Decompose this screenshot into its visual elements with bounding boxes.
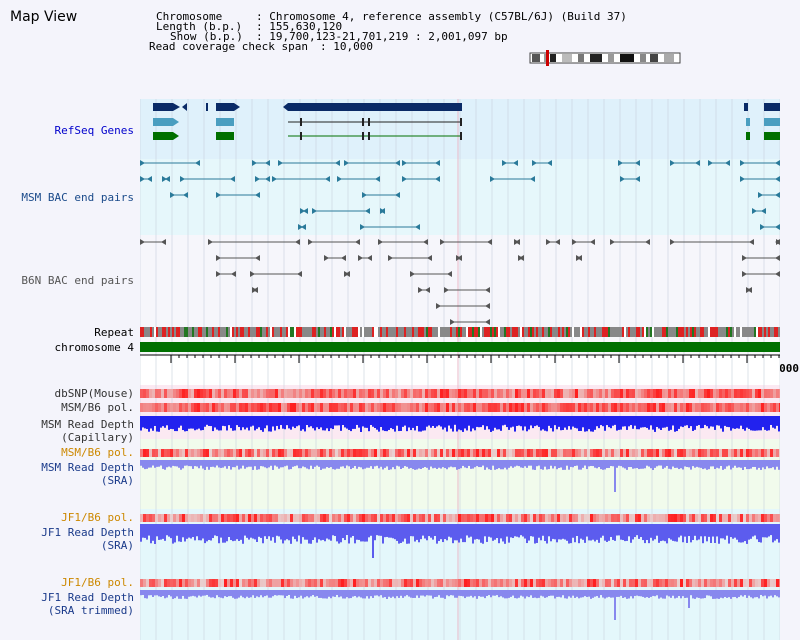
jf1-read-depth-sra-label: JF1 Read Depth bbox=[41, 526, 134, 539]
page-title: Map View bbox=[10, 9, 78, 25]
msm-bac-end-pairs bbox=[140, 160, 780, 230]
chromosome-track-label: chromosome 4 bbox=[54, 341, 134, 354]
repeat-track bbox=[140, 327, 780, 337]
coverage-label: Read coverage check span bbox=[149, 40, 308, 53]
coverage-value: 10,000 bbox=[333, 40, 373, 53]
length-label: Length (b.p.) bbox=[156, 20, 243, 33]
msm-b6-pol-sra-label: MSM/B6 pol. bbox=[61, 446, 134, 459]
chromosome-label: Chromosome bbox=[156, 10, 223, 23]
msm-bac-end-pairs-label: MSM BAC end pairs bbox=[21, 191, 134, 204]
jf1-read-depth-trimmed-sub: (SRA trimmed) bbox=[47, 604, 134, 617]
repeat-label: Repeat bbox=[94, 326, 134, 339]
b6n-bac-end-pairs-label: B6N BAC end pairs bbox=[21, 274, 134, 287]
ruler bbox=[140, 354, 780, 363]
msm-b6-pol-label: MSM/B6 pol. bbox=[61, 401, 134, 414]
msm-read-depth-sra-label: MSM Read Depth bbox=[41, 461, 134, 474]
dbsnp-label: dbSNP(Mouse) bbox=[54, 387, 134, 400]
refseq-genes-label: RefSeq Genes bbox=[54, 124, 134, 137]
jf1-b6-pol-trimmed-label: JF1/B6 pol. bbox=[61, 576, 134, 589]
msm-read-depth-sra-sub: (SRA) bbox=[100, 474, 134, 487]
jf1-read-depth-trimmed-label: JF1 Read Depth bbox=[41, 591, 134, 604]
chromosome-ideogram-icon[interactable] bbox=[528, 50, 688, 66]
length-value: 155,630,120 bbox=[269, 20, 343, 33]
chromosome-value: Chromosome 4, reference assembly (C57BL/… bbox=[269, 10, 627, 23]
chromosome-bar bbox=[140, 342, 780, 352]
genome-track-canvas[interactable] bbox=[140, 99, 780, 640]
b6n-bac-end-pairs bbox=[140, 239, 780, 325]
refseq-genes bbox=[153, 103, 780, 140]
read-depth-tracks bbox=[140, 416, 780, 620]
show-value: 19,700,123-21,701,219 : 2,001,097 bp bbox=[269, 30, 508, 43]
show-label: Show (b.p.) bbox=[170, 30, 243, 43]
jf1-b6-pol-label: JF1/B6 pol. bbox=[61, 511, 134, 524]
jf1-read-depth-sra-sub: (SRA) bbox=[100, 539, 134, 552]
msm-read-depth-capillary-label: MSM Read Depth bbox=[41, 418, 134, 431]
msm-read-depth-capillary-sub: (Capillary) bbox=[61, 431, 134, 444]
heatmap-tracks bbox=[140, 389, 780, 587]
